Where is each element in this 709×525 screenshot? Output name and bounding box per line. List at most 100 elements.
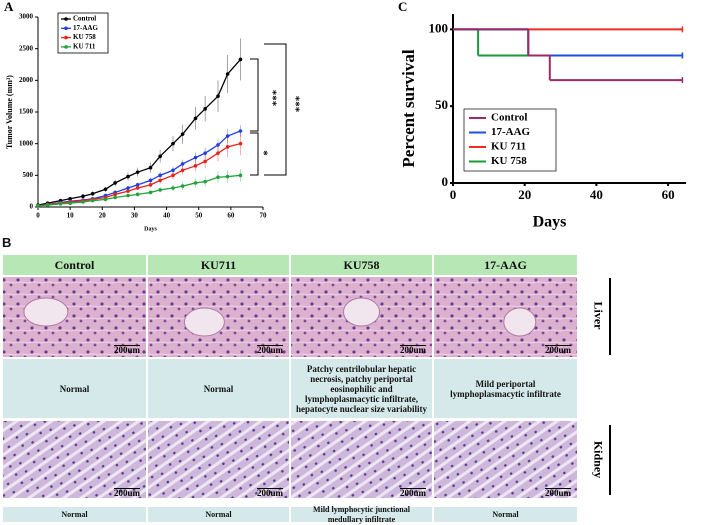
point (238, 57, 243, 62)
scale-bar: 200um (545, 488, 572, 498)
point (68, 201, 72, 205)
y-tick-label: 0 (30, 203, 34, 211)
point (171, 141, 175, 146)
side-label: Liver (591, 301, 606, 330)
point (193, 116, 198, 121)
point (126, 189, 130, 193)
point (203, 151, 207, 155)
legend-label: KU 711 (73, 43, 96, 51)
x-axis-title: Days (144, 226, 157, 232)
legend-marker (64, 45, 68, 49)
legend-marker (64, 35, 68, 40)
point (45, 203, 50, 207)
panel-label: C (398, 0, 407, 14)
column-header: KU711 (148, 255, 289, 275)
y-tick-label: 2500 (19, 44, 34, 52)
point (216, 94, 220, 98)
vessel (23, 297, 69, 327)
point (68, 196, 72, 201)
column-header: KU758 (291, 255, 432, 275)
y-tick-label: 3000 (19, 13, 34, 21)
point (148, 178, 153, 183)
series-line (37, 143, 241, 207)
significance: * (257, 150, 269, 156)
point (193, 155, 198, 160)
liver-finding: Normal (3, 359, 146, 418)
panel-label: B (2, 235, 12, 250)
legend-label: Control (73, 15, 96, 23)
point (158, 173, 162, 178)
y-tick-label: 1500 (19, 108, 34, 116)
point (203, 107, 207, 111)
x-tick-label: 60 (227, 212, 235, 220)
legend-label: KU 758 (491, 155, 527, 167)
point (126, 193, 130, 198)
point (216, 151, 220, 155)
point (225, 134, 230, 138)
point (158, 188, 162, 192)
point (113, 192, 117, 197)
y-tick-label: 500 (23, 171, 34, 179)
point (126, 186, 130, 190)
y-axis-title: Percent survival (399, 49, 418, 167)
point (103, 187, 108, 192)
x-tick-label: 40 (163, 212, 171, 220)
point (193, 181, 198, 185)
kidney-finding: Mild lymphocytic junctional medullary in… (291, 505, 432, 524)
x-axis-title: Days (533, 214, 567, 231)
scale-bar: 200um (257, 345, 284, 355)
x-tick-label: 50 (195, 212, 203, 220)
point (180, 168, 185, 173)
point (238, 129, 243, 133)
panel-label: A (4, 0, 14, 14)
point (90, 198, 95, 203)
scale-bar: 200um (257, 488, 284, 498)
y-tick-label: 50 (435, 97, 448, 112)
point (81, 194, 85, 199)
point (238, 173, 243, 178)
column-header: 17-AAG (434, 255, 577, 275)
vessel (343, 297, 380, 327)
x-tick-label: 40 (590, 187, 603, 202)
kidney-finding: Normal (3, 507, 146, 522)
x-tick-label: 0 (450, 187, 457, 202)
point (216, 175, 220, 180)
column-header: Control (3, 255, 146, 275)
bracket (264, 43, 287, 176)
significance: *** (266, 90, 278, 107)
legend-label: KU 711 (491, 141, 526, 153)
x-tick-label: 30 (131, 212, 139, 220)
point (126, 174, 130, 179)
bracket (250, 58, 259, 132)
point (90, 191, 95, 196)
point (148, 165, 153, 170)
legend-label: Control (491, 112, 527, 124)
liver-finding: Normal (148, 359, 289, 418)
legend-marker (64, 26, 68, 31)
x-tick-label: 60 (662, 187, 675, 202)
x-tick-label: 10 (67, 212, 75, 220)
liver-finding: Mild periportal lymphoplasmacytic infilt… (434, 359, 577, 418)
point (58, 202, 63, 206)
x-tick-label: 20 (518, 187, 531, 202)
significance: *** (289, 96, 301, 113)
kidney-finding: Normal (148, 507, 289, 522)
kidney-finding: Normal (434, 507, 577, 522)
side-label: Kidney (591, 440, 606, 479)
y-tick-label: 1000 (19, 139, 34, 147)
point (225, 174, 230, 179)
kidney-histology (3, 421, 146, 498)
vessel (183, 307, 225, 337)
point (135, 183, 140, 187)
point (36, 203, 40, 208)
x-tick-label: 20 (99, 212, 107, 220)
liver-finding: Patchy centrilobular hepatic necrosis, p… (291, 359, 432, 418)
point (148, 190, 153, 195)
legend-label: 17-AAG (491, 126, 531, 138)
point (238, 141, 243, 146)
x-tick-label: 0 (36, 212, 40, 220)
point (171, 168, 175, 173)
point (158, 154, 162, 159)
y-tick-label: 2000 (19, 76, 34, 84)
